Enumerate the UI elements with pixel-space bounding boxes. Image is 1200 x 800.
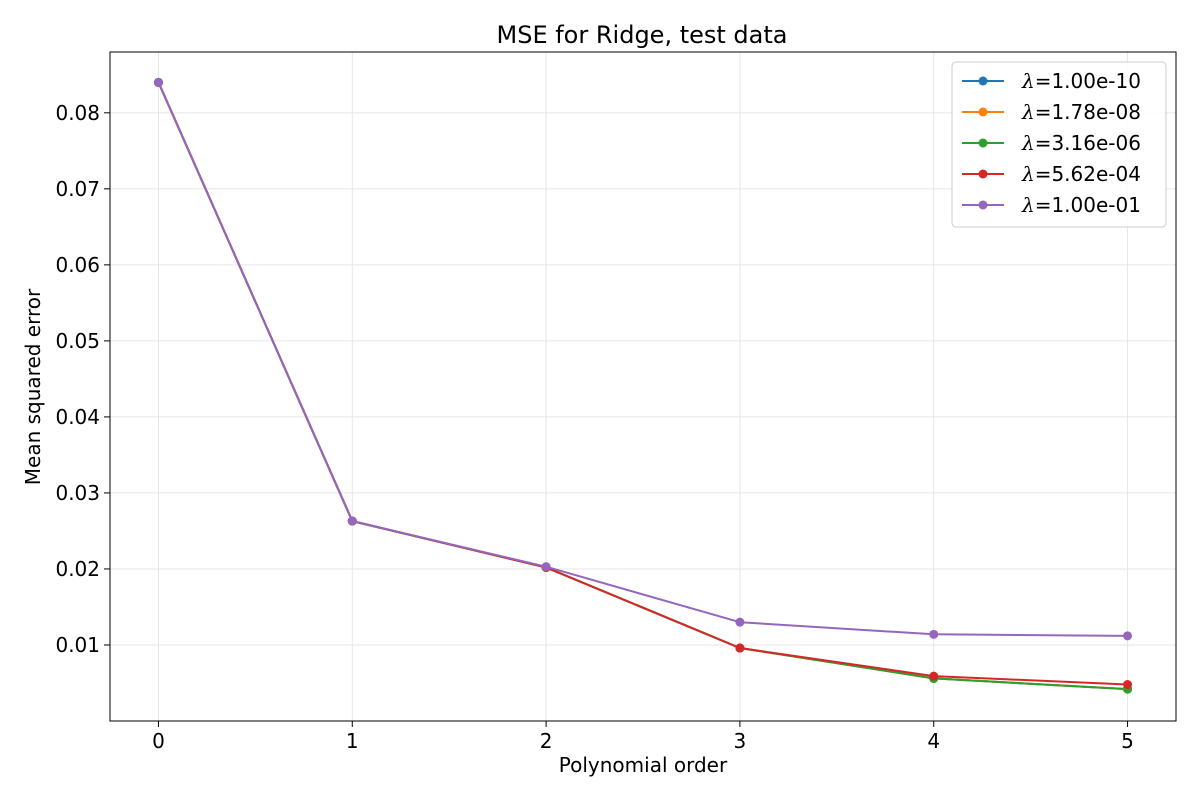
lambda-symbol: λ bbox=[1021, 69, 1035, 93]
y-tick-label: 0.02 bbox=[55, 557, 100, 581]
data-point bbox=[1123, 680, 1133, 690]
y-tick-label: 0.05 bbox=[55, 329, 100, 353]
data-point bbox=[929, 629, 939, 639]
legend-label: λ=1.00e-01 bbox=[1021, 193, 1141, 217]
data-point bbox=[1123, 631, 1133, 641]
x-tick-label: 2 bbox=[540, 729, 553, 753]
legend-marker bbox=[978, 107, 988, 117]
series-line bbox=[157, 81, 1128, 637]
legend: λ=1.00e-10λ=1.78e-08λ=3.16e-06λ=5.62e-04… bbox=[951, 61, 1167, 228]
legend-value: =1.78e-08 bbox=[1035, 100, 1141, 124]
y-tick-label: 0.03 bbox=[55, 481, 100, 505]
chart-title: MSE for Ridge, test data bbox=[497, 21, 788, 49]
x-tick-label: 0 bbox=[152, 729, 165, 753]
legend-marker bbox=[978, 76, 988, 86]
lambda-symbol: λ bbox=[1021, 131, 1035, 155]
legend-marker bbox=[978, 200, 988, 210]
data-point bbox=[347, 516, 357, 526]
legend-entry: λ=1.00e-01 bbox=[962, 193, 1141, 217]
legend-marker bbox=[978, 169, 988, 179]
legend-label: λ=3.16e-06 bbox=[1021, 131, 1141, 155]
lambda-symbol: λ bbox=[1021, 162, 1035, 186]
axis-ticks: 0 1 2 3 4 5 0.01 0.02 0.03 0.04 0.05 0.06 0.07 0.08 bbox=[55, 101, 1133, 753]
legend-label: λ=1.78e-08 bbox=[1021, 100, 1141, 124]
x-tick-label: 5 bbox=[1121, 729, 1134, 753]
x-axis-label: Polynomial order bbox=[559, 753, 728, 777]
y-tick-label: 0.08 bbox=[55, 101, 100, 125]
y-tick-label: 0.06 bbox=[55, 253, 100, 277]
data-point bbox=[735, 617, 745, 627]
lambda-symbol: λ bbox=[1021, 193, 1035, 217]
x-tick-label: 4 bbox=[927, 729, 940, 753]
x-tick-label: 1 bbox=[346, 729, 359, 753]
x-tick-label: 3 bbox=[734, 729, 747, 753]
y-tick-label: 0.01 bbox=[55, 633, 100, 657]
y-tick-label: 0.04 bbox=[55, 405, 100, 429]
series-5 bbox=[153, 77, 1133, 641]
series-lines bbox=[153, 77, 1133, 694]
legend-marker bbox=[978, 138, 988, 148]
legend-label: λ=1.00e-10 bbox=[1021, 69, 1141, 93]
legend-entry: λ=1.00e-10 bbox=[962, 69, 1141, 93]
legend-value: =3.16e-06 bbox=[1035, 131, 1141, 155]
data-point bbox=[153, 77, 163, 87]
plot-frame bbox=[109, 51, 1177, 722]
legend-value: =1.00e-10 bbox=[1035, 69, 1141, 93]
data-point bbox=[735, 643, 745, 653]
data-point bbox=[929, 671, 939, 681]
legend-label: λ=5.62e-04 bbox=[1021, 162, 1141, 186]
legend-entry: λ=1.78e-08 bbox=[962, 100, 1141, 124]
legend-box bbox=[951, 61, 1167, 228]
y-axis-label: Mean squared error bbox=[21, 288, 45, 485]
legend-entry: λ=5.62e-04 bbox=[962, 162, 1141, 186]
y-tick-label: 0.07 bbox=[55, 177, 100, 201]
lambda-symbol: λ bbox=[1021, 100, 1035, 124]
legend-value: =1.00e-01 bbox=[1035, 193, 1141, 217]
legend-value: =5.62e-04 bbox=[1035, 162, 1141, 186]
data-point bbox=[541, 562, 551, 572]
legend-entry: λ=3.16e-06 bbox=[962, 131, 1141, 155]
